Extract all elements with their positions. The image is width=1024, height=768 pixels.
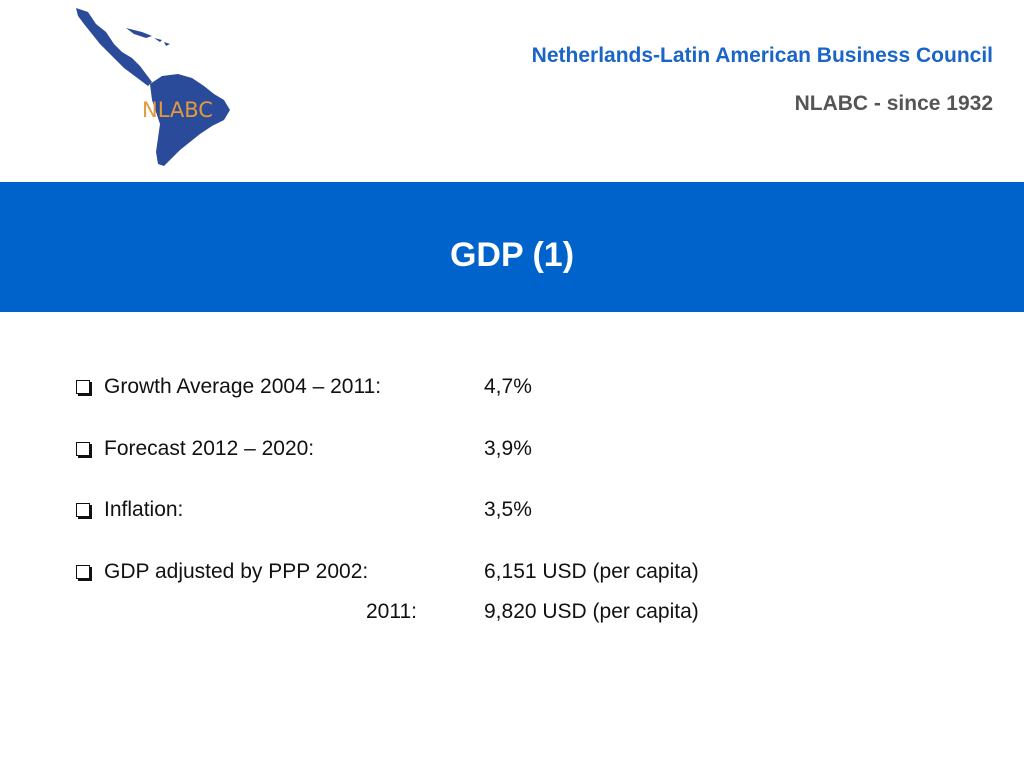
item-value: 6,151 USD (per capita) [484,560,699,583]
item-value: 3,9% [484,437,532,460]
item-value: 3,5% [484,498,532,521]
logo-text: NLABC [142,98,213,122]
sub-item-value: 9,820 USD (per capita) [484,600,699,623]
sub-item-label: 2011: [366,600,417,623]
list-sub-item: 2011: 9,820 USD (per capita) [76,600,776,626]
checkbox-bullet-icon [76,442,90,456]
item-label: GDP adjusted by PPP 2002: [104,560,369,583]
checkbox-bullet-icon [76,503,90,517]
nlabc-logo: NLABC [62,2,242,170]
checkbox-bullet-icon [76,565,90,579]
organization-name: Netherlands-Latin American Business Coun… [531,44,993,67]
title-banner [0,182,1024,312]
organization-tagline: NLABC - since 1932 [794,92,993,115]
item-value: 4,7% [484,375,532,398]
item-label: Growth Average 2004 – 2011: [104,375,382,398]
checkbox-bullet-icon [76,380,90,394]
latin-america-map-icon [76,8,230,166]
item-label: Forecast 2012 – 2020: [104,437,315,460]
item-label: Inflation: [104,498,184,521]
slide-title: GDP (1) [449,236,575,274]
